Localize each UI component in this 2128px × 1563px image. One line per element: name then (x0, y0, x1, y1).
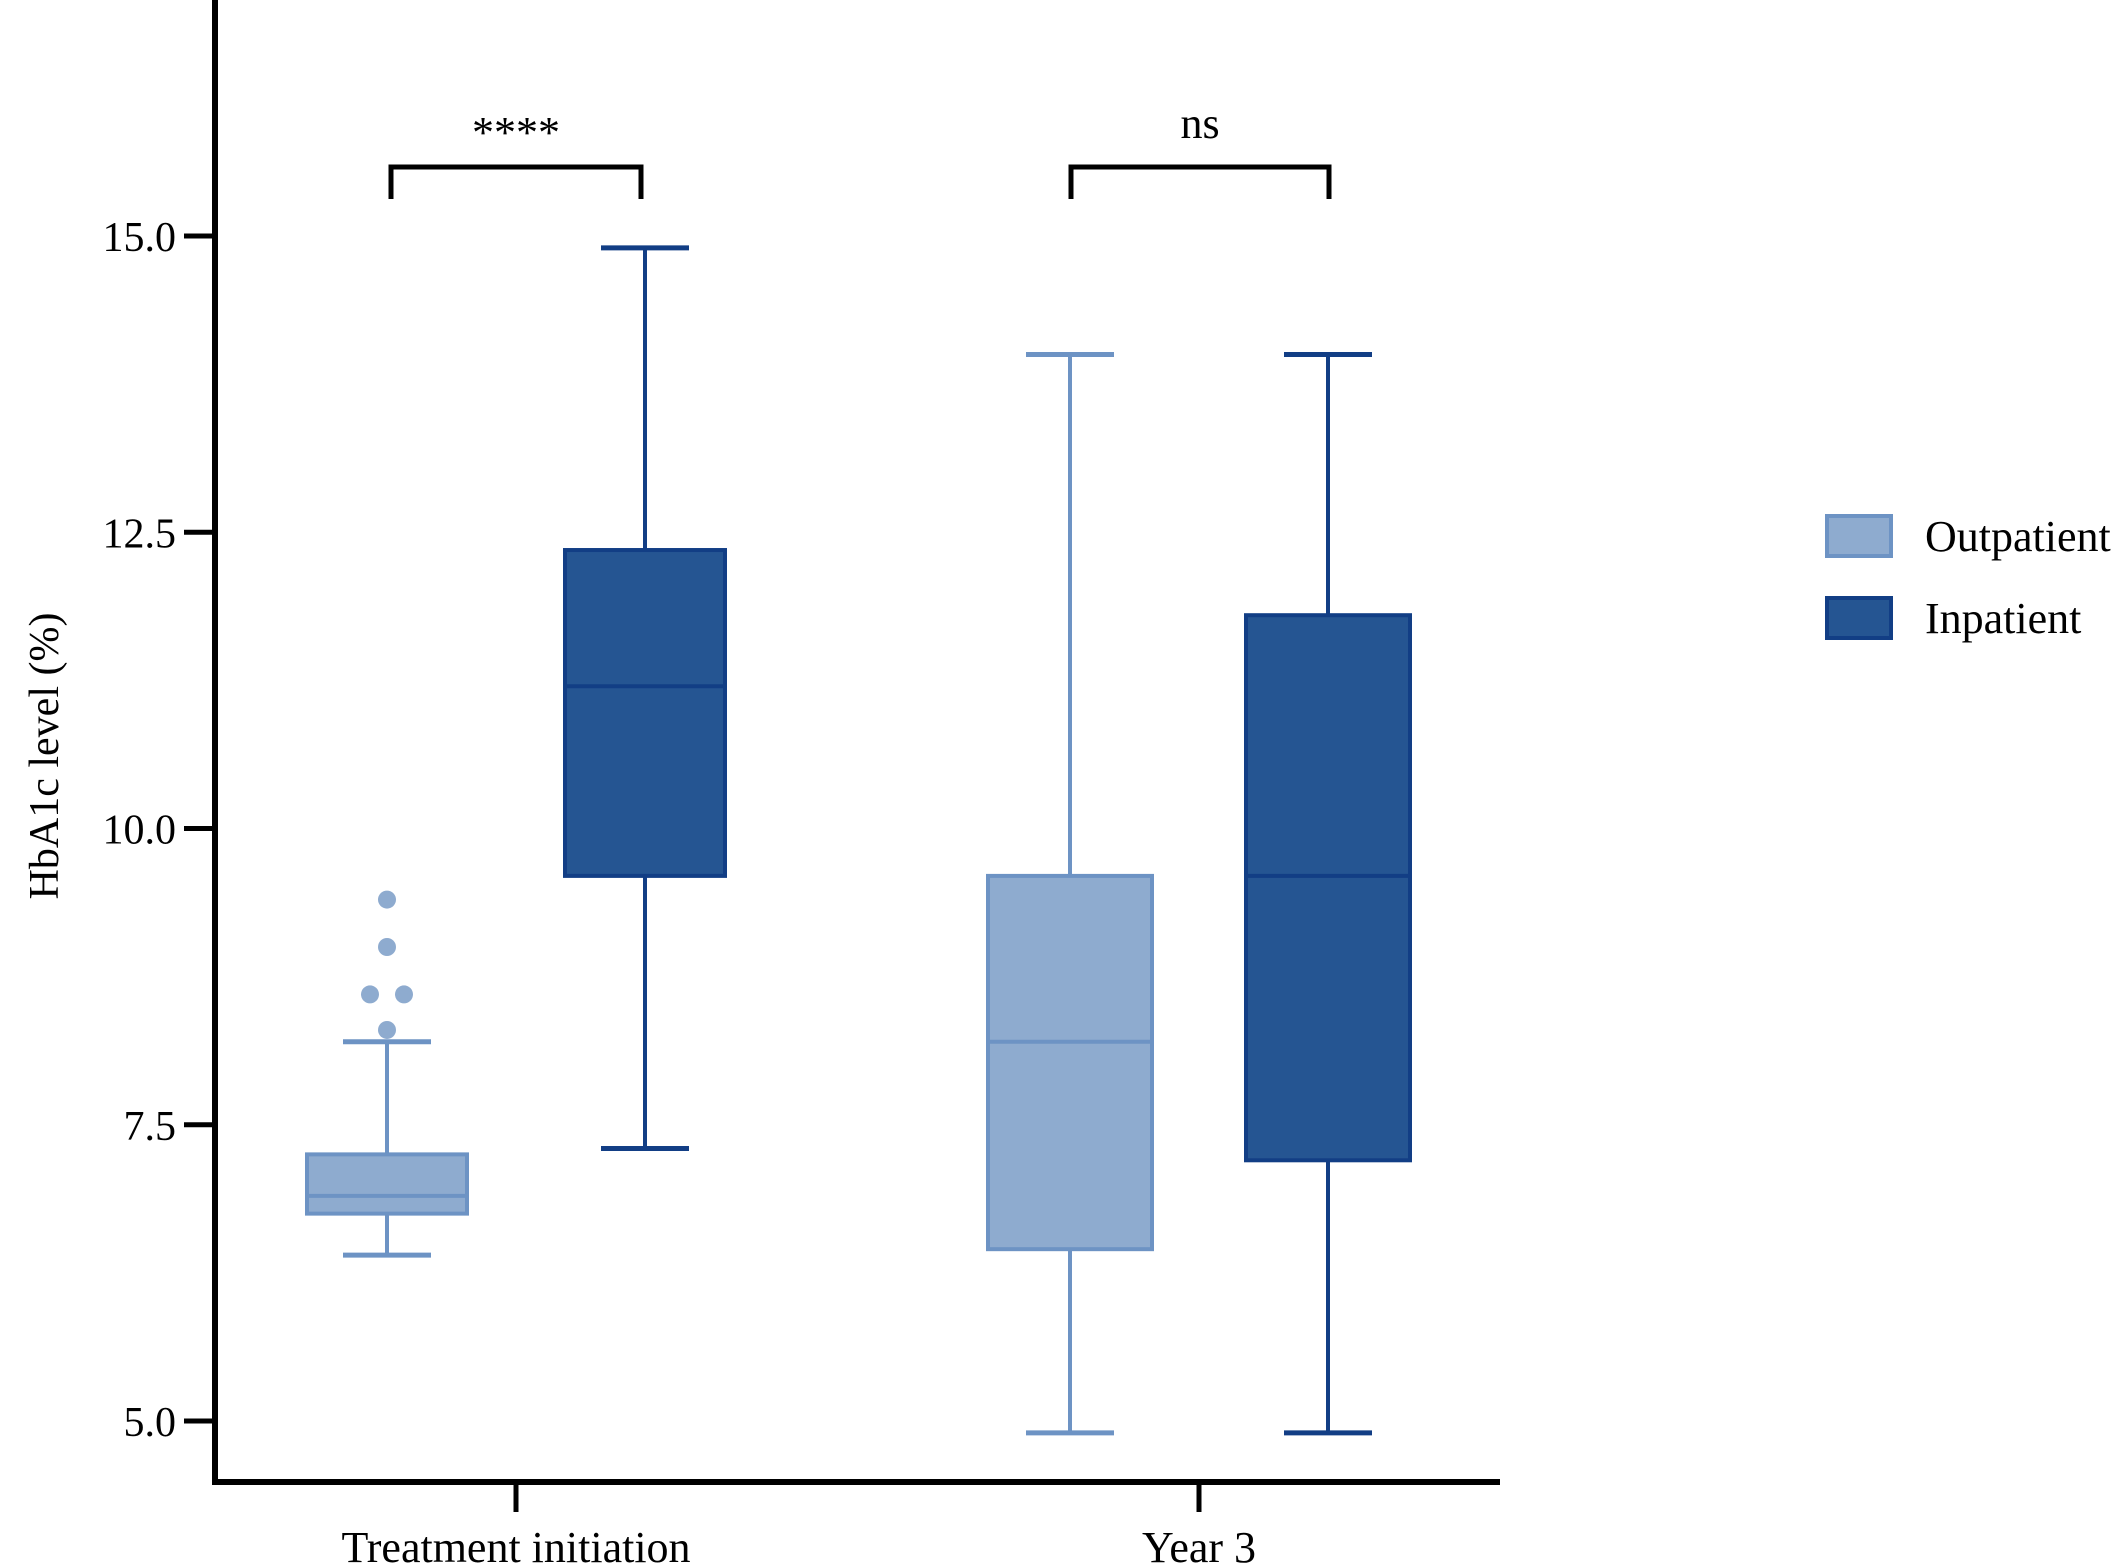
iqr-box (1244, 613, 1412, 1163)
box-inpatient-year-3 (1244, 352, 1412, 1436)
outliers (361, 890, 413, 1039)
iqr-box (305, 1152, 469, 1216)
legend-label-outpatient: Outpatient (1925, 512, 2111, 561)
significance-bracket (388, 164, 644, 199)
outlier-point (395, 985, 413, 1004)
significance-label: ns (1180, 99, 1219, 148)
y-axis-title: HbA1c level (%) (22, 613, 68, 900)
legend-label-inpatient: Inpatient (1925, 594, 2081, 643)
outlier-point (361, 985, 379, 1004)
legend: Outpatient Inpatient (1825, 512, 2111, 643)
box-inpatient-treatment-initiation (563, 245, 727, 1151)
axes: HbA1c level (%) (22, 0, 1500, 1485)
significance-bracket (1068, 164, 1332, 199)
significance-label: **** (472, 108, 560, 157)
box-outpatient-treatment-initiation (305, 1039, 469, 1258)
iqr-box (563, 548, 727, 878)
outlier-point (378, 938, 396, 956)
y-tick-label: 7.5 (124, 1104, 177, 1150)
box-outpatient-year-3 (986, 352, 1154, 1436)
boxes (305, 245, 1412, 1436)
significance-annotations: **** ns (388, 99, 1332, 199)
iqr-box (986, 873, 1154, 1252)
y-ticks: 5.0 7.5 10.0 12.5 15.0 (103, 215, 215, 1446)
legend-swatch-outpatient (1825, 514, 1893, 558)
x-ticks: Treatment initiation Year 3 (341, 1482, 1256, 1563)
x-tick-label: Treatment initiation (341, 1523, 690, 1563)
y-tick-label: 5.0 (124, 1400, 177, 1446)
y-tick-label: 15.0 (103, 215, 177, 261)
legend-swatch-inpatient (1825, 596, 1893, 640)
outlier-point (378, 1020, 396, 1039)
x-tick-label: Year 3 (1142, 1523, 1256, 1563)
outlier-point (378, 890, 396, 909)
y-tick-label: 12.5 (103, 511, 177, 557)
y-tick-label: 10.0 (103, 808, 177, 854)
